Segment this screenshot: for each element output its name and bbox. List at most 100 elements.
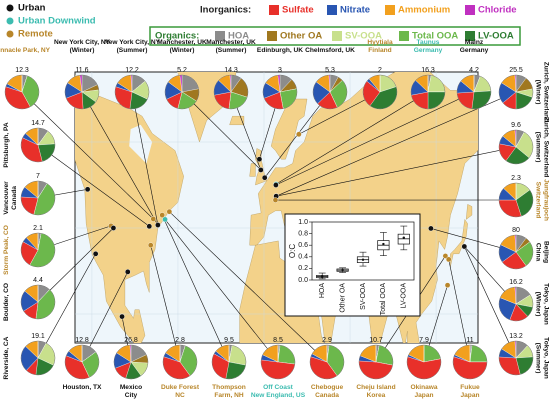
site-name: Jungfraujoch (542, 179, 549, 221)
site-total: 13.2 (509, 333, 523, 340)
site-total: 14.7 (31, 120, 45, 127)
pie-slice (277, 344, 296, 365)
site-name: Pinnacle Park, NY (0, 47, 51, 54)
site-link (164, 219, 279, 363)
site-type-dot (6, 30, 14, 38)
pie-outline (498, 74, 534, 110)
site-total: 9.5 (224, 337, 234, 344)
site-total: 12.2 (125, 67, 139, 74)
x-tick-label: Other OA (339, 283, 346, 313)
pie-slice (228, 345, 247, 366)
site-link (464, 246, 517, 359)
mean (382, 242, 385, 246)
site-name: Korea (367, 392, 386, 399)
inset-frame (284, 213, 421, 317)
hudson-bay (129, 124, 153, 164)
mean (321, 275, 324, 278)
pie-outline (20, 180, 56, 216)
site-name: Mexico (120, 384, 142, 391)
inorganics-title: Inorganics: (200, 5, 251, 16)
y-tick-label: 0.4 (298, 254, 308, 261)
site-total: 2.1 (33, 225, 43, 232)
site-name: Manchester, UK (157, 39, 207, 46)
legend-label: Other OA (280, 31, 322, 42)
site-name: Germany (414, 47, 443, 54)
site-name: Okinawa (410, 384, 437, 391)
legend-swatch (215, 31, 225, 41)
y-tick-label: 0.8 (298, 230, 308, 237)
site-name: Chebogue (311, 384, 344, 391)
site-link (161, 214, 230, 363)
site-marker (147, 242, 154, 248)
land (465, 204, 473, 220)
x-tick-label: SV-OOA (360, 283, 367, 310)
site-name: Manchester, UK (206, 39, 256, 46)
land (249, 163, 256, 177)
organics-legend-box (149, 26, 521, 46)
pie-slice (471, 90, 492, 110)
site-name: Pittsburgh, PA (3, 122, 10, 168)
site-name: Japan (460, 392, 479, 399)
site-name: Vancouver (3, 181, 10, 215)
site-name: New England, US (251, 392, 306, 399)
site-marker (124, 269, 131, 275)
pie-outline (456, 74, 492, 110)
site-total: 12.3 (15, 67, 29, 74)
site-name: Canada (11, 186, 18, 210)
site-marker (150, 216, 157, 222)
site-marker (155, 222, 161, 228)
site-total: 16.3 (421, 67, 435, 74)
site-name: (Summer) (216, 47, 247, 54)
site-total: 7 (36, 173, 40, 180)
site-link (276, 146, 517, 197)
site-name: (Summer) (117, 47, 148, 54)
pie-outline (64, 74, 100, 110)
site-total: 4.2 (469, 67, 479, 74)
legend-label: Chloride (478, 5, 517, 16)
site-name: Riverside, CA (3, 336, 10, 379)
site-type-label: Remote (18, 29, 53, 40)
y-tick-label: 0.2 (298, 265, 308, 272)
pie-outline (64, 344, 100, 380)
site-name: Hyytiala (367, 39, 393, 46)
site-total: 3 (278, 67, 282, 74)
site-name: New York City, NY (54, 39, 111, 46)
site-marker (444, 282, 451, 288)
site-name: Chelmsford, UK (305, 47, 355, 54)
legend-swatch (385, 5, 395, 15)
x-tick-label: HOA (319, 283, 326, 299)
site-link (37, 253, 96, 359)
pie-outline (162, 344, 198, 380)
site-name: Taunus (417, 39, 440, 46)
legend-swatch (332, 31, 342, 41)
site-total: 80 (512, 227, 520, 234)
pie-slice (469, 344, 488, 363)
y-tick-label: 0.0 (298, 277, 308, 284)
site-name: NC (175, 392, 185, 399)
site-name: New York City, NY (104, 39, 161, 46)
site-name: Zurich, Switzerland (542, 62, 549, 122)
legend-label: Sulfate (282, 5, 314, 16)
y-tick-label: 1.0 (298, 219, 308, 226)
site-marker (146, 223, 153, 230)
site-name: Japan (414, 392, 433, 399)
site-name: China (534, 243, 541, 262)
site-marker (258, 167, 264, 173)
site-name: Canada (315, 392, 339, 399)
site-link (21, 91, 154, 220)
organics-title: Organics: (155, 31, 199, 42)
pie-outline (260, 344, 296, 380)
site-name: (Winter) (534, 292, 541, 317)
x-tick-label: Total OOA (380, 283, 387, 316)
site-link (275, 91, 429, 185)
pie-outline (410, 74, 446, 110)
site-marker (110, 225, 117, 231)
site-name: Beijing (542, 241, 549, 263)
pie-outline (406, 344, 442, 380)
site-marker (159, 212, 165, 218)
pie-outline (452, 344, 488, 380)
site-marker (256, 156, 263, 162)
site-type-label: Urban (18, 3, 46, 14)
